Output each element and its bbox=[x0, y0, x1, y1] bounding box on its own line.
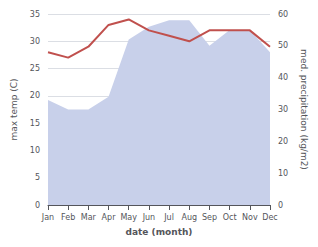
svg-text:Oct: Oct bbox=[223, 213, 237, 222]
svg-text:date (month): date (month) bbox=[126, 227, 193, 237]
svg-text:Mar: Mar bbox=[81, 213, 97, 222]
svg-text:10: 10 bbox=[30, 146, 40, 155]
svg-text:0: 0 bbox=[35, 201, 40, 210]
svg-text:40: 40 bbox=[278, 73, 288, 82]
svg-text:0: 0 bbox=[278, 201, 283, 210]
svg-text:20: 20 bbox=[278, 137, 288, 146]
svg-text:10: 10 bbox=[278, 169, 288, 178]
svg-text:30: 30 bbox=[278, 105, 288, 114]
svg-text:15: 15 bbox=[30, 119, 40, 128]
svg-text:5: 5 bbox=[35, 173, 40, 182]
svg-text:30: 30 bbox=[30, 37, 40, 46]
svg-text:Nov: Nov bbox=[242, 213, 258, 222]
svg-text:Dec: Dec bbox=[262, 213, 277, 222]
svg-text:Jun: Jun bbox=[142, 213, 156, 222]
svg-text:60: 60 bbox=[278, 10, 288, 19]
svg-text:50: 50 bbox=[278, 41, 288, 50]
svg-text:Sep: Sep bbox=[202, 213, 217, 222]
svg-text:20: 20 bbox=[30, 91, 40, 100]
svg-text:25: 25 bbox=[30, 64, 40, 73]
svg-text:Feb: Feb bbox=[61, 213, 75, 222]
svg-text:med. precipitation (kg/m2): med. precipitation (kg/m2) bbox=[299, 49, 309, 170]
svg-text:May: May bbox=[120, 213, 137, 222]
svg-text:Aug: Aug bbox=[181, 213, 197, 222]
svg-text:Jan: Jan bbox=[41, 213, 54, 222]
svg-text:Jul: Jul bbox=[163, 213, 174, 222]
svg-text:max temp (C): max temp (C) bbox=[9, 78, 19, 140]
svg-text:35: 35 bbox=[30, 10, 40, 19]
svg-text:Apr: Apr bbox=[102, 213, 117, 222]
